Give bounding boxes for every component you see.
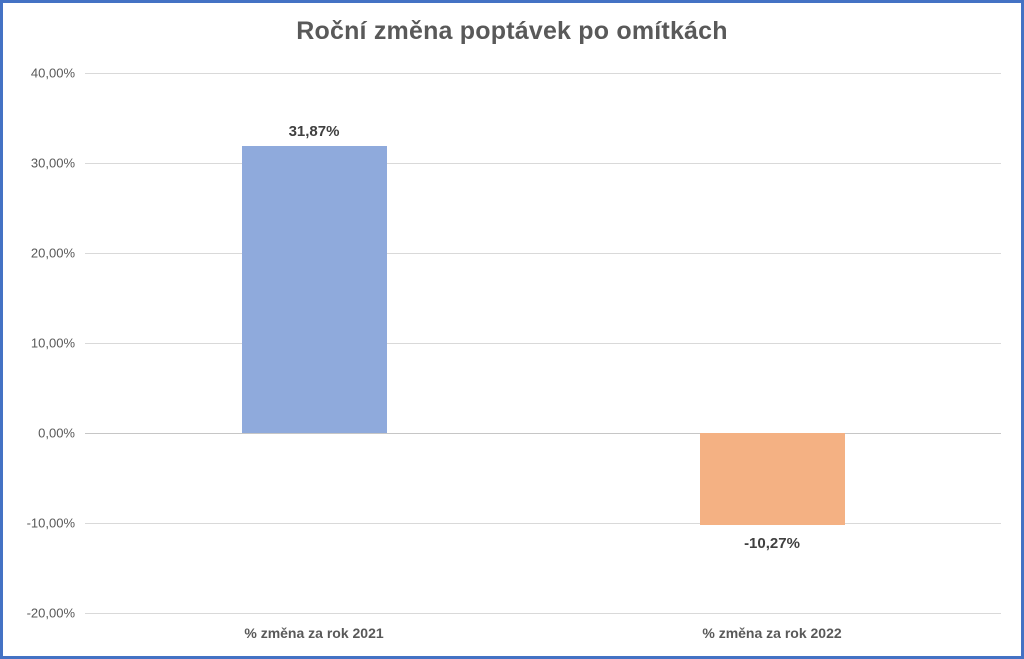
gridline <box>85 523 1001 524</box>
x-axis-category-label: % změna za rok 2021 <box>244 625 384 641</box>
y-axis-tick-label: 10,00% <box>30 335 75 351</box>
y-axis-tick-label: 40,00% <box>30 65 75 81</box>
gridline <box>85 343 1001 344</box>
x-axis-category-label: % změna za rok 2022 <box>702 625 842 641</box>
chart-title: Roční změna poptávek po omítkách <box>296 17 728 45</box>
y-axis-tick-label: -20,00% <box>26 605 75 621</box>
y-axis-tick-label: 30,00% <box>30 155 75 171</box>
y-axis-tick-label: 20,00% <box>30 245 75 261</box>
gridline <box>85 73 1001 74</box>
bar-1 <box>241 146 387 433</box>
zero-axis-line <box>85 433 1001 434</box>
y-axis-tick-label: -10,00% <box>26 515 75 531</box>
gridline <box>85 613 1001 614</box>
gridline <box>85 253 1001 254</box>
data-label: -10,27% <box>744 535 800 553</box>
y-axis-tick-label: 0,00% <box>38 425 75 441</box>
bar-2 <box>699 433 845 526</box>
data-label: 31,87% <box>288 123 340 141</box>
gridline <box>85 163 1001 164</box>
